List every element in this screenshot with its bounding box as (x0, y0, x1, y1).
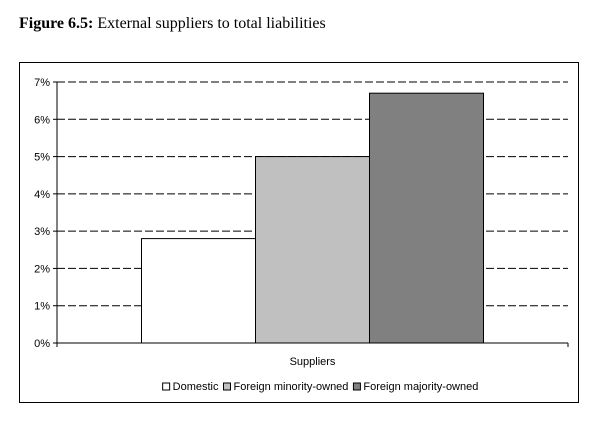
bar-domestic (141, 238, 256, 344)
legend-swatch-foreign-minority-owned (222, 382, 231, 391)
x-tick-label: Suppliers (290, 356, 336, 368)
legend-swatch-domestic (162, 382, 171, 391)
y-tick-label: 0% (34, 338, 50, 350)
y-tick-label: 1% (34, 301, 50, 313)
y-tick-label: 7% (34, 77, 50, 89)
y-tick-label: 3% (34, 226, 50, 238)
bar-foreign-majority-owned (369, 92, 484, 344)
figure-number: Figure 6.5: (19, 15, 94, 32)
bars (141, 92, 484, 344)
bar-chart: 0% 1% 2% 3% 4% 5% 6% 7% Suppliers Domestic Forei… (34, 77, 569, 393)
legend-swatch-foreign-majority-owned (352, 382, 361, 391)
y-tick-label: 6% (34, 114, 50, 126)
chart-frame: 0% 1% 2% 3% 4% 5% 6% 7% Suppliers Domestic Forei… (19, 62, 579, 403)
y-tick-label: 4% (34, 189, 50, 201)
bar-foreign-minority-owned (255, 156, 370, 344)
figure-caption: External suppliers to total liabilities (97, 15, 326, 32)
x-tick-labels: Suppliers (290, 356, 336, 368)
y-tick-label: 5% (34, 152, 50, 164)
legend: Domestic Foreign minority-owned Foreign ma… (162, 381, 478, 393)
y-tick-label: 2% (34, 263, 50, 275)
figure-title: Figure 6.5: External suppliers to total … (19, 15, 326, 33)
axes (53, 81, 569, 347)
y-tick-labels: 0% 1% 2% 3% 4% 5% 6% 7% (34, 77, 50, 350)
legend-label-foreign-majority-owned: Foreign majority-owned (363, 381, 478, 393)
legend-label-domestic: Domestic (173, 381, 219, 393)
legend-label-foreign-minority-owned: Foreign minority-owned (233, 381, 348, 393)
